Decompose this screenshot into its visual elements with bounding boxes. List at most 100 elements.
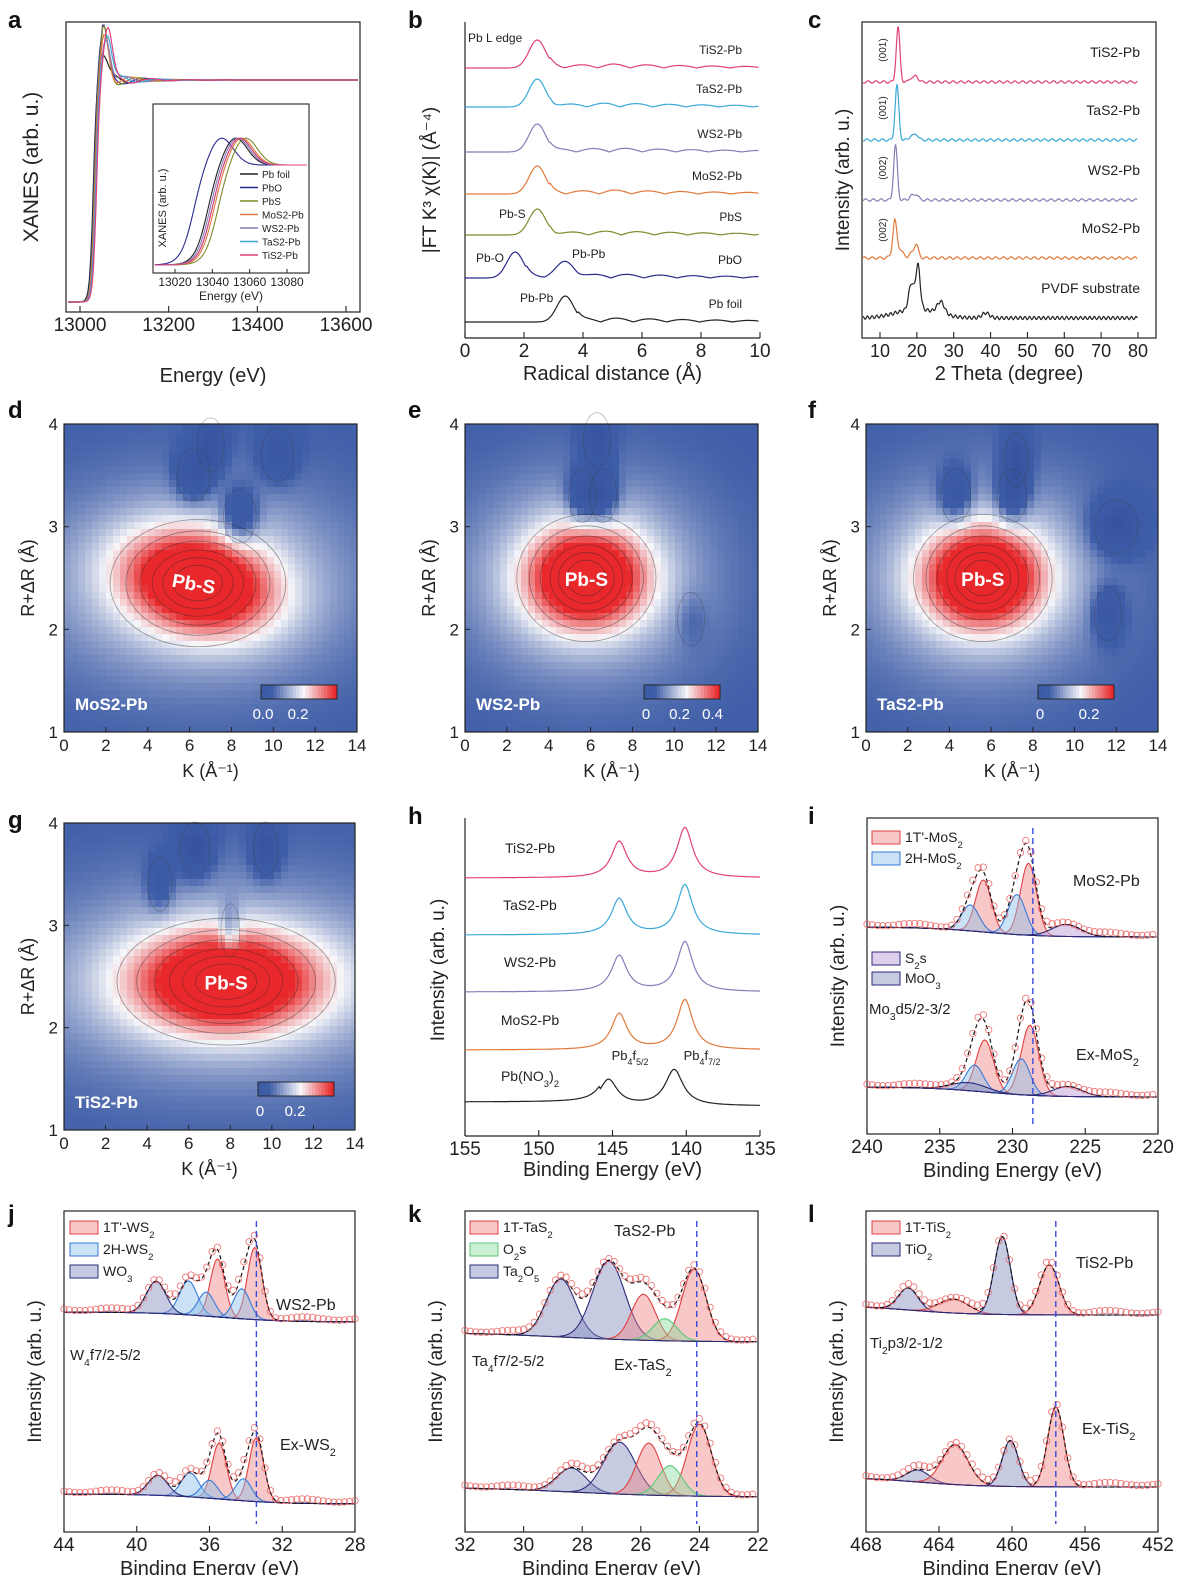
panel-e-heatmap-cell [528,459,536,467]
panel-d-heatmap-cell [309,669,317,677]
panel-e-heatmap-cell [584,452,592,460]
panel-e-heatmap-cell [549,445,557,453]
panel-d-heatmap-cell [323,480,331,488]
panel-d-heatmap-cell [218,466,226,474]
panel-d-heatmap-cell [134,564,142,572]
panel-d-heatmap-cell [302,697,310,705]
panel-d-heatmap-cell [204,536,212,544]
panel-e-heatmap-cell [584,522,592,530]
panel-f-heatmap-cell [1139,578,1147,586]
panel-d-heatmap-cell [218,473,226,481]
panel-f-heatmap-cell [1153,494,1158,502]
panel-d-heatmap-cell [253,445,261,453]
panel-e-heatmap-cell [717,711,725,719]
panel-d-heatmap-cell [64,571,72,579]
panel-f-heatmap-cell [1118,585,1126,593]
panel-d-heatmap-cell [295,508,303,516]
panel-d-heatmap-cell [197,655,205,663]
panel-d-heatmap-cell [120,452,128,460]
panel-d-heatmap-cell [316,641,324,649]
panel-d-heatmap-cell [141,480,149,488]
panel-d-heatmap-cell [295,466,303,474]
panel-d-heatmap-cell [92,543,100,551]
panel-e-heatmap-cell [619,599,627,607]
panel-e-heatmap-cell [507,606,515,614]
panel-e-heatmap-cell [612,711,620,719]
panel-d-heatmap-cell [197,599,205,607]
panel-e-heatmap-cell [640,676,648,684]
panel-b-annotation: Pb-S [499,207,526,221]
panel-f-heatmap-cell [1034,585,1042,593]
panel-d-heatmap-cell [281,655,289,663]
panel-c-peak-label: (002) [878,218,889,241]
panel-e-heatmap-cell [507,683,515,691]
panel-d-heatmap-cell [134,494,142,502]
panel-e-heatmap-cell [647,662,655,670]
panel-e-heatmap-cell [542,445,550,453]
panel-e-heatmap-cell [521,557,529,565]
panel-d-heatmap-cell [162,445,170,453]
panel-d-heatmap-cell [141,543,149,551]
panel-f-heatmap-cell [922,585,930,593]
panel-e-heatmap-cell [563,452,571,460]
panel-label-a: a [8,7,22,34]
panel-e-heatmap-cell [584,704,592,712]
panel-e-heatmap-cell [472,634,480,642]
panel-d-heatmap-cell [253,669,261,677]
panel-e-heatmap-cell [549,585,557,593]
panel-d-heatmap-cell [183,669,191,677]
panel-f-heatmap-cell [901,501,909,509]
panel-d-heatmap-cell [134,662,142,670]
panel-e-heatmap-cell [619,550,627,558]
panel-e-heatmap-cell [654,725,662,732]
panel-d-heatmap-cell [225,452,233,460]
panel-d-heatmap-cell [190,473,198,481]
panel-f-heatmap-cell [1020,494,1028,502]
panel-d-heatmap-cell [218,599,226,607]
panel-e-heatmap-cell [507,473,515,481]
panel-f-heatmap-cell [1111,522,1119,530]
panel-f-heatmap-cell [908,424,916,432]
panel-f-heatmap-cell [1076,515,1084,523]
panel-f-heatmap-cell [873,550,881,558]
panel-d-heatmap-cell [218,494,226,502]
panel-e-heatmap-cell [745,606,753,614]
panel-d-heatmap-cell [71,424,79,432]
panel-d-heatmap-cell [246,669,254,677]
panel-d-heatmap-cell [141,662,149,670]
panel-e-contour-line [558,552,615,604]
panel-f-heatmap-cell [971,494,979,502]
panel-d-heatmap-cell [225,634,233,642]
panel-d-heatmap-cell [267,452,275,460]
panel-d-heatmap-cell [351,627,357,635]
panel-f-heatmap-cell [957,585,965,593]
panel-f-heatmap-cell [957,592,965,600]
panel-f-heatmap-cell [1041,466,1049,474]
panel-f-heatmap-cell [894,571,902,579]
panel-e-heatmap-cell [535,431,543,439]
panel-f-heatmap-cell [908,564,916,572]
panel-d-heatmap-cell [169,536,177,544]
panel-e-heatmap-cell [626,529,634,537]
panel-f-heatmap-cell [1111,515,1119,523]
panel-d-heatmap-cell [295,655,303,663]
panel-d-heatmap-cell [344,655,352,663]
panel-d-heatmap-cell [64,592,72,600]
panel-e-heatmap-cell [479,536,487,544]
panel-f-heatmap-cell [978,466,986,474]
panel-e-heatmap-cell [542,480,550,488]
panel-e-heatmap-cell [500,543,508,551]
panel-f-heatmap-cell [999,557,1007,565]
panel-f-heatmap-cell [1139,424,1147,432]
panel-d-heatmap-cell [120,704,128,712]
panel-e-heatmap-cell [591,697,599,705]
panel-d-heatmap-cell [78,676,86,684]
panel-e-heatmap-cell [682,487,690,495]
panel-e-heatmap-cell [514,592,522,600]
panel-d-heatmap-cell [169,620,177,628]
panel-e-colorbar-cell [672,685,677,699]
panel-d-heatmap-cell [239,676,247,684]
panel-e-heatmap-cell [521,459,529,467]
panel-e-heatmap-cell [577,711,585,719]
panel-f-heatmap-cell [978,438,986,446]
